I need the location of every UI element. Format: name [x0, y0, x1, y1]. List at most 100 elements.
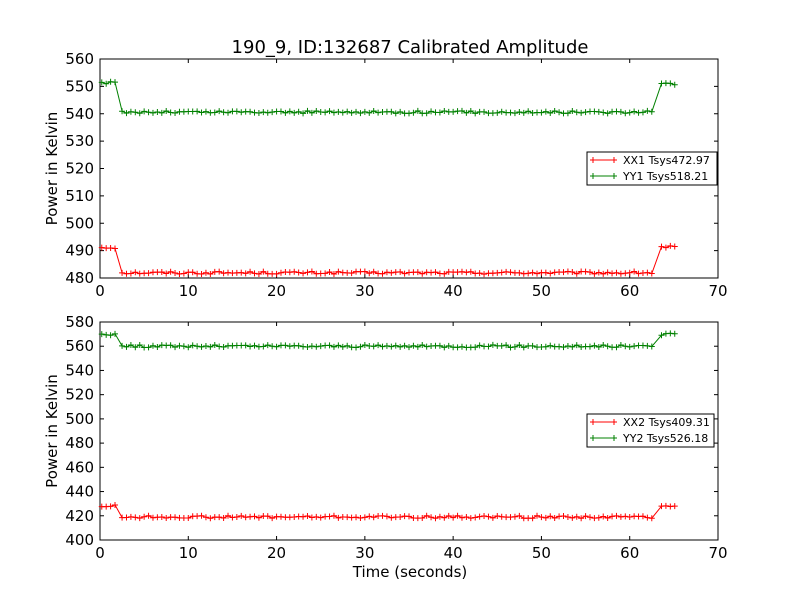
data-point-marker	[366, 513, 373, 520]
data-point-marker	[591, 342, 598, 349]
data-point-marker	[291, 268, 298, 275]
data-point-marker	[397, 514, 404, 521]
data-point-marker	[609, 513, 616, 520]
data-point-marker	[419, 270, 426, 277]
x-tick-label: 70	[708, 282, 727, 300]
data-point-marker	[467, 515, 474, 522]
data-point-marker	[132, 514, 139, 521]
data-point-marker	[353, 514, 360, 521]
data-point-marker	[414, 107, 421, 114]
data-point-marker	[671, 243, 678, 250]
legend-marker	[590, 173, 596, 179]
data-point-marker	[635, 270, 642, 277]
data-point-marker	[361, 514, 368, 521]
data-point-marker	[163, 270, 170, 277]
data-point-marker	[180, 270, 187, 277]
data-point-marker	[534, 512, 541, 519]
data-point-marker	[163, 515, 170, 522]
data-point-marker	[658, 243, 665, 250]
data-point-marker	[353, 344, 360, 351]
x-tick-label: 50	[532, 544, 551, 562]
data-point-marker	[112, 501, 119, 508]
data-point-marker	[255, 514, 262, 521]
data-point-marker	[520, 109, 527, 116]
data-point-marker	[569, 108, 576, 115]
data-point-marker	[317, 343, 324, 350]
data-point-marker	[467, 268, 474, 275]
data-point-marker	[370, 268, 377, 275]
data-point-marker	[436, 513, 443, 520]
legend: XX2 Tsys409.31 YY2 Tsys526.18	[586, 413, 715, 448]
data-point-marker	[556, 109, 563, 116]
data-point-marker	[238, 109, 245, 116]
data-point-marker	[383, 513, 390, 520]
data-point-marker	[397, 343, 404, 350]
data-point-marker	[428, 514, 435, 521]
data-point-marker	[198, 343, 205, 350]
data-point-marker	[503, 342, 510, 349]
data-point-marker	[450, 514, 457, 521]
data-point-marker	[180, 343, 187, 350]
data-point-marker	[383, 269, 390, 276]
data-point-marker	[639, 513, 646, 520]
data-point-marker	[573, 513, 580, 520]
data-point-marker	[507, 109, 514, 116]
data-point-marker	[119, 269, 126, 276]
data-point-marker	[326, 269, 333, 276]
data-point-marker	[207, 271, 214, 278]
y-tick-label: 540	[65, 361, 94, 379]
data-point-marker	[511, 343, 518, 350]
data-point-marker	[132, 344, 139, 351]
y-tick-label: 530	[65, 132, 94, 150]
data-point-marker	[600, 109, 607, 116]
data-point-marker	[145, 270, 152, 277]
data-point-marker	[445, 342, 452, 349]
data-point-marker	[472, 344, 479, 351]
data-point-marker	[595, 514, 602, 521]
data-point-marker	[154, 109, 161, 116]
data-point-marker	[397, 108, 404, 115]
data-point-marker	[556, 343, 563, 350]
data-point-marker	[613, 512, 620, 519]
data-point-marker	[98, 331, 105, 338]
data-point-marker	[361, 108, 368, 115]
data-point-marker	[375, 342, 382, 349]
data-point-marker	[662, 502, 669, 509]
data-point-marker	[98, 79, 105, 86]
data-point-marker	[423, 343, 430, 350]
data-point-marker	[419, 341, 426, 348]
data-point-marker	[564, 514, 571, 521]
legend-marker	[611, 435, 617, 441]
data-point-marker	[141, 108, 148, 115]
data-point-marker	[441, 344, 448, 351]
y-tick-label: 400	[65, 531, 94, 549]
data-point-marker	[671, 503, 678, 510]
data-point-marker	[388, 514, 395, 521]
data-point-marker	[158, 269, 165, 276]
data-point-marker	[247, 108, 254, 115]
data-point-marker	[463, 109, 470, 116]
data-point-marker	[189, 342, 196, 349]
x-tick-label: 30	[355, 544, 374, 562]
data-point-marker	[622, 343, 629, 350]
data-point-marker	[481, 108, 488, 115]
data-point-marker	[107, 332, 114, 339]
data-point-marker	[414, 269, 421, 276]
data-point-marker	[291, 109, 298, 116]
data-point-marker	[238, 512, 245, 519]
data-point-marker	[458, 514, 465, 521]
data-point-marker	[388, 108, 395, 115]
data-point-marker	[339, 109, 346, 116]
data-point-marker	[225, 512, 232, 519]
data-point-marker	[141, 513, 148, 520]
data-point-marker	[463, 514, 470, 521]
data-point-marker	[423, 110, 430, 117]
data-point-marker	[525, 270, 532, 277]
data-point-marker	[357, 343, 364, 350]
data-point-marker	[388, 269, 395, 276]
data-point-marker	[308, 268, 315, 275]
data-point-marker	[463, 269, 470, 276]
data-point-marker	[644, 514, 651, 521]
y-tick-label: 560	[65, 50, 94, 68]
legend-marker	[611, 157, 617, 163]
